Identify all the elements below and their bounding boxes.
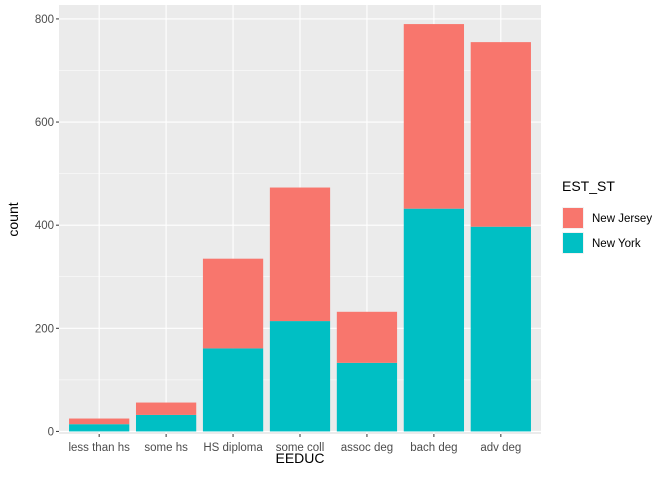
legend-swatch [563,208,583,228]
bar-segment [336,362,398,432]
bar-segment [69,418,130,425]
x-tick-label: bach deg [410,442,457,454]
x-tick-label: adv deg [480,442,521,454]
x-tick-label: some hs [144,442,188,454]
legend-label: New Jersey [592,213,652,225]
y-tick-label: 400 [35,220,54,232]
bar-segment [202,258,264,349]
bar-segment [269,321,331,432]
y-axis: 0 200 400 600 800 [35,14,59,438]
y-tick-label: 600 [35,117,54,129]
y-tick-label: 800 [35,14,54,26]
y-axis-title: count [5,202,21,236]
y-tick-label: 200 [35,323,54,335]
legend-swatch [563,233,583,253]
bars [69,24,531,432]
bar-segment [202,348,264,432]
bar-segment [470,42,531,227]
legend-label: New York [592,238,641,250]
bar-segment [336,311,398,363]
bar-segment [470,226,531,432]
x-tick-label: HS diploma [203,442,263,454]
x-tick-label: assoc deg [341,442,393,454]
bar-segment [269,187,331,322]
legend: EST_ST New Jersey New York [562,178,652,254]
bar-segment [69,424,130,432]
legend-title: EST_ST [562,178,615,194]
x-axis-title: EEDUC [275,450,324,466]
bar-segment [403,208,465,432]
bar-segment [403,24,465,209]
bar-segment [135,414,197,432]
x-tick-label: some coll [276,442,325,454]
bar-segment [135,402,197,415]
x-axis: less than hs some hs HS diploma some coll as… [68,434,521,454]
y-tick-label: 0 [48,426,54,438]
x-tick-label: less than hs [68,442,130,454]
